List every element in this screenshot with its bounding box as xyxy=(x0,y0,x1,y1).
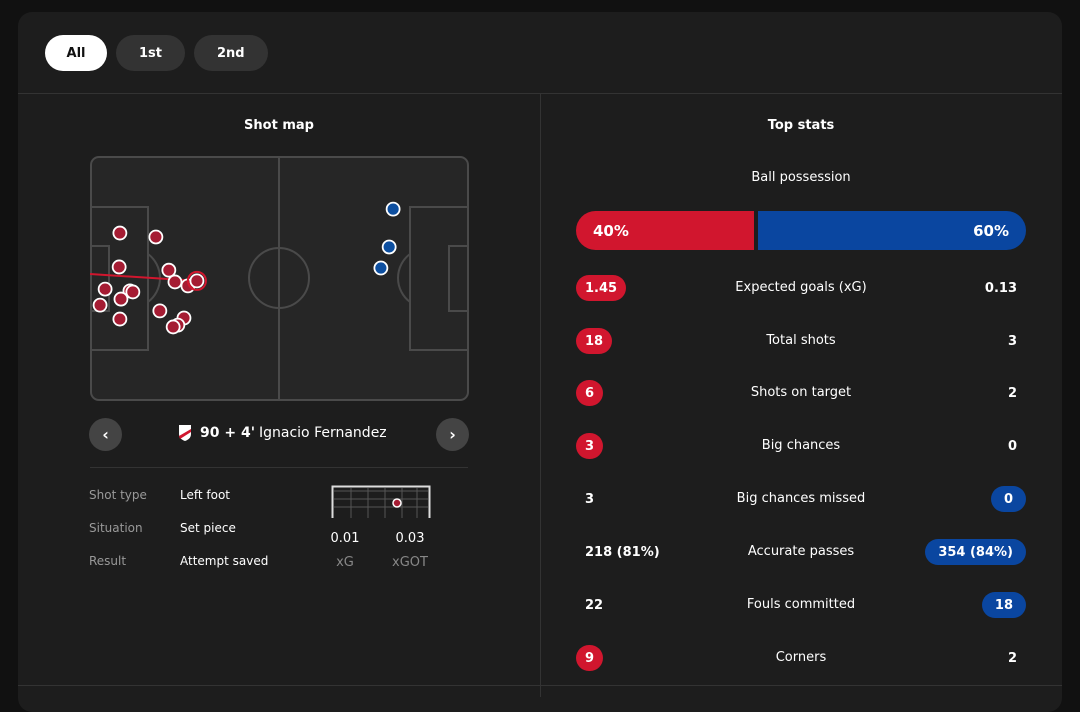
divider xyxy=(90,467,468,468)
chevron-left-icon: ‹ xyxy=(102,425,109,444)
stat-away-value: 18 xyxy=(981,592,1026,618)
divider xyxy=(18,685,1062,686)
tab-all[interactable]: All xyxy=(45,35,107,71)
home-shot-marker[interactable] xyxy=(112,311,128,327)
home-shot-marker[interactable] xyxy=(111,259,127,275)
stat-name: Fouls committed xyxy=(746,597,856,612)
home-shot-marker[interactable] xyxy=(113,291,129,307)
detail-label: Result xyxy=(89,554,127,568)
stat-home-value: 3 xyxy=(585,491,595,507)
stat-name: Corners xyxy=(775,650,827,665)
stat-home-value: 18 xyxy=(576,328,613,354)
goal-frame-icon xyxy=(331,485,431,518)
stat-home-value: 3 xyxy=(576,433,604,459)
home-shot-marker[interactable] xyxy=(161,262,177,278)
stat-home-value: 9 xyxy=(576,645,604,671)
stat-away-value: 3 xyxy=(1007,333,1017,349)
pitch-lines xyxy=(90,156,469,401)
stat-row: 1.45 Expected goals (xG) 0.13 xyxy=(576,275,1026,301)
home-shot-marker[interactable] xyxy=(165,319,181,335)
detail-value: Left foot xyxy=(180,488,231,502)
top-stats-title: Top stats xyxy=(767,118,835,133)
possession-away-value: 60% xyxy=(973,221,1009,240)
stat-name: Big chances missed xyxy=(736,491,866,506)
detail-label: Shot type xyxy=(89,488,147,502)
tab-1st[interactable]: 1st xyxy=(116,35,185,71)
river-plate-crest-icon xyxy=(179,425,191,441)
shot-map-title: Shot map xyxy=(244,118,314,133)
away-shot-marker[interactable] xyxy=(373,260,389,276)
xgot-value: 0.03 xyxy=(395,531,425,546)
home-shot-marker[interactable] xyxy=(152,303,168,319)
stat-name: Shots on target xyxy=(750,385,852,400)
tab-2nd[interactable]: 2nd xyxy=(194,35,268,71)
next-shot-button[interactable]: › xyxy=(436,418,469,451)
possession-label: Ball possession xyxy=(751,170,851,185)
stat-row: 18 Total shots 3 xyxy=(576,328,1026,354)
shot-placement-marker xyxy=(392,498,402,508)
stat-away-value: 0.13 xyxy=(984,280,1017,296)
away-shot-marker[interactable] xyxy=(381,239,397,255)
xg-label: xG xyxy=(336,555,354,570)
stat-name: Accurate passes xyxy=(747,544,855,559)
home-shot-marker[interactable] xyxy=(148,229,164,245)
detail-value: Set piece xyxy=(180,521,236,535)
home-shot-marker[interactable] xyxy=(92,297,108,313)
stat-row: 22 Fouls committed 18 xyxy=(576,592,1026,618)
stat-row: 6 Shots on target 2 xyxy=(576,380,1026,406)
home-shot-marker[interactable] xyxy=(112,225,128,241)
stat-home-value: 22 xyxy=(585,597,604,613)
selected-shot-marker[interactable] xyxy=(189,273,205,289)
home-shot-marker[interactable] xyxy=(125,284,141,300)
stat-home-value: 218 (81%) xyxy=(585,544,660,560)
possession-home-bar: 40% xyxy=(576,211,755,250)
selected-shot-ring xyxy=(186,270,207,291)
detail-value: Attempt saved xyxy=(180,554,269,568)
shot-minute: 90 + 4' xyxy=(200,425,255,441)
xgot-label: xGOT xyxy=(392,555,428,570)
home-shot-marker[interactable] xyxy=(167,274,183,290)
divider xyxy=(540,94,541,697)
stat-away-value: 0 xyxy=(1007,438,1017,454)
xg-value: 0.01 xyxy=(330,531,360,546)
shot-map-pitch xyxy=(90,156,469,401)
home-shot-marker[interactable] xyxy=(97,281,113,297)
away-shot-marker[interactable] xyxy=(385,201,401,217)
stat-row: 3 Big chances 0 xyxy=(576,433,1026,459)
stat-away-value: 0 xyxy=(990,486,1026,512)
stat-row: 3 Big chances missed 0 xyxy=(576,486,1026,512)
possession-away-bar: 60% xyxy=(758,211,1026,250)
divider xyxy=(18,93,1062,94)
stat-name: Expected goals (xG) xyxy=(735,280,867,295)
period-tabs: All 1st 2nd xyxy=(45,35,268,71)
detail-label: Situation xyxy=(89,521,143,535)
chevron-right-icon: › xyxy=(449,425,456,444)
stat-name: Total shots xyxy=(766,333,836,348)
stat-home-value: 6 xyxy=(576,380,604,406)
shot-player[interactable]: Ignacio Fernandez xyxy=(259,425,387,441)
stat-home-value: 1.45 xyxy=(576,275,627,301)
stat-away-value: 2 xyxy=(1007,385,1017,401)
selected-shot-info: 90 + 4' Ignacio Fernandez xyxy=(178,424,387,442)
stat-name: Big chances xyxy=(761,438,841,453)
stat-row: 218 (81%) Accurate passes 354 (84%) xyxy=(576,539,1026,565)
stat-row: 9 Corners 2 xyxy=(576,645,1026,671)
stat-away-value: 2 xyxy=(1007,650,1017,666)
previous-shot-button[interactable]: ‹ xyxy=(89,418,122,451)
stat-away-value: 354 (84%) xyxy=(925,539,1026,565)
possession-home-value: 40% xyxy=(593,221,629,240)
